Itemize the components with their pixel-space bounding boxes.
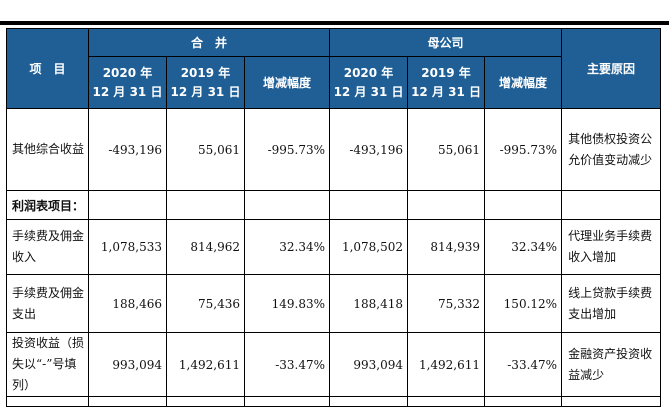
consolidated-2019-value: 1,492,611 bbox=[166, 332, 245, 397]
section-title: 利润表项目： bbox=[6, 190, 89, 220]
row-label: 投资收益（损失以“-”号填列） bbox=[6, 332, 89, 397]
header-parent-2020: 2020 年 12 月 31 日 bbox=[329, 56, 409, 109]
header-item: 项 目 bbox=[6, 28, 89, 109]
parent-2019-value: 55,061 bbox=[407, 108, 486, 191]
consolidated-2019-value: 75,436 bbox=[166, 274, 245, 333]
parent-2019-value: 75,332 bbox=[407, 274, 486, 333]
consolidated-2020-value: -493,196 bbox=[88, 108, 167, 191]
header-consolidated-2020: 2020 年 12 月 31 日 bbox=[88, 56, 167, 109]
parent-change-value: -995.73% bbox=[484, 108, 563, 191]
section-row: 利润表项目： bbox=[6, 190, 662, 220]
parent-2020-value: 1,078,502 bbox=[329, 219, 409, 275]
row-label: 其他综合收益 bbox=[6, 108, 89, 191]
row-reason: 线上贷款手续费支出增加 bbox=[561, 274, 662, 333]
table-row-cut bbox=[6, 396, 662, 407]
header-consolidated-change: 增减幅度 bbox=[243, 56, 331, 109]
parent-2019-value: 814,939 bbox=[407, 219, 486, 275]
table-row: 手续费及佣金支出 188,466 75,436 149.83% 188,418 … bbox=[6, 274, 662, 333]
header-consolidated-2019: 2019 年 12 月 31 日 bbox=[166, 56, 245, 109]
consolidated-change-value: -33.47% bbox=[243, 332, 331, 397]
consolidated-2020-value: 993,094 bbox=[88, 332, 167, 397]
consolidated-change-value: 32.34% bbox=[243, 219, 331, 275]
consolidated-2019-value: 55,061 bbox=[166, 108, 245, 191]
header-parent-change: 增减幅度 bbox=[484, 56, 563, 109]
table-row: 投资收益（损失以“-”号填列） 993,094 1,492,611 -33.47… bbox=[6, 332, 662, 397]
row-label: 手续费及佣金支出 bbox=[6, 274, 89, 333]
table-row: 手续费及佣金收入 1,078,533 814,962 32.34% 1,078,… bbox=[6, 219, 662, 275]
table-row: 其他综合收益 -493,196 55,061 -995.73% -493,196… bbox=[6, 108, 662, 191]
header-consolidated: 合 并 bbox=[87, 28, 331, 57]
top-rule bbox=[0, 21, 669, 25]
parent-2020-value: 188,418 bbox=[329, 274, 409, 333]
parent-2019-value: 1,492,611 bbox=[407, 332, 486, 397]
consolidated-2019-value: 814,962 bbox=[166, 219, 245, 275]
consolidated-2020-value: 188,466 bbox=[88, 274, 167, 333]
header-parent: 母公司 bbox=[329, 28, 563, 57]
parent-change-value: 150.12% bbox=[484, 274, 563, 333]
header-reason: 主要原因 bbox=[561, 28, 662, 109]
row-label: 手续费及佣金收入 bbox=[6, 219, 89, 275]
parent-2020-value: -493,196 bbox=[329, 108, 409, 191]
row-reason: 代理业务手续费收入增加 bbox=[561, 219, 662, 275]
header-row-group: 项 目 合 并 母公司 主要原因 bbox=[6, 28, 662, 109]
financial-changes-table: 项 目 合 并 母公司 主要原因 2020 年 12 月 31 日 2019 年… bbox=[6, 28, 662, 407]
header-row-columns: 2020 年 12 月 31 日 2019 年 12 月 31 日 增减幅度 2… bbox=[7, 56, 661, 109]
parent-change-value: 32.34% bbox=[484, 219, 563, 275]
consolidated-change-value: 149.83% bbox=[243, 274, 331, 333]
header-parent-2019: 2019 年 12 月 31 日 bbox=[407, 56, 486, 109]
parent-change-value: -33.47% bbox=[484, 332, 563, 397]
parent-2020-value: 993,094 bbox=[329, 332, 409, 397]
consolidated-2020-value: 1,078,533 bbox=[88, 219, 167, 275]
consolidated-change-value: -995.73% bbox=[243, 108, 331, 191]
row-reason: 金融资产投资收益减少 bbox=[561, 332, 662, 397]
row-reason: 其他债权投资公允价值变动减少 bbox=[561, 108, 662, 191]
